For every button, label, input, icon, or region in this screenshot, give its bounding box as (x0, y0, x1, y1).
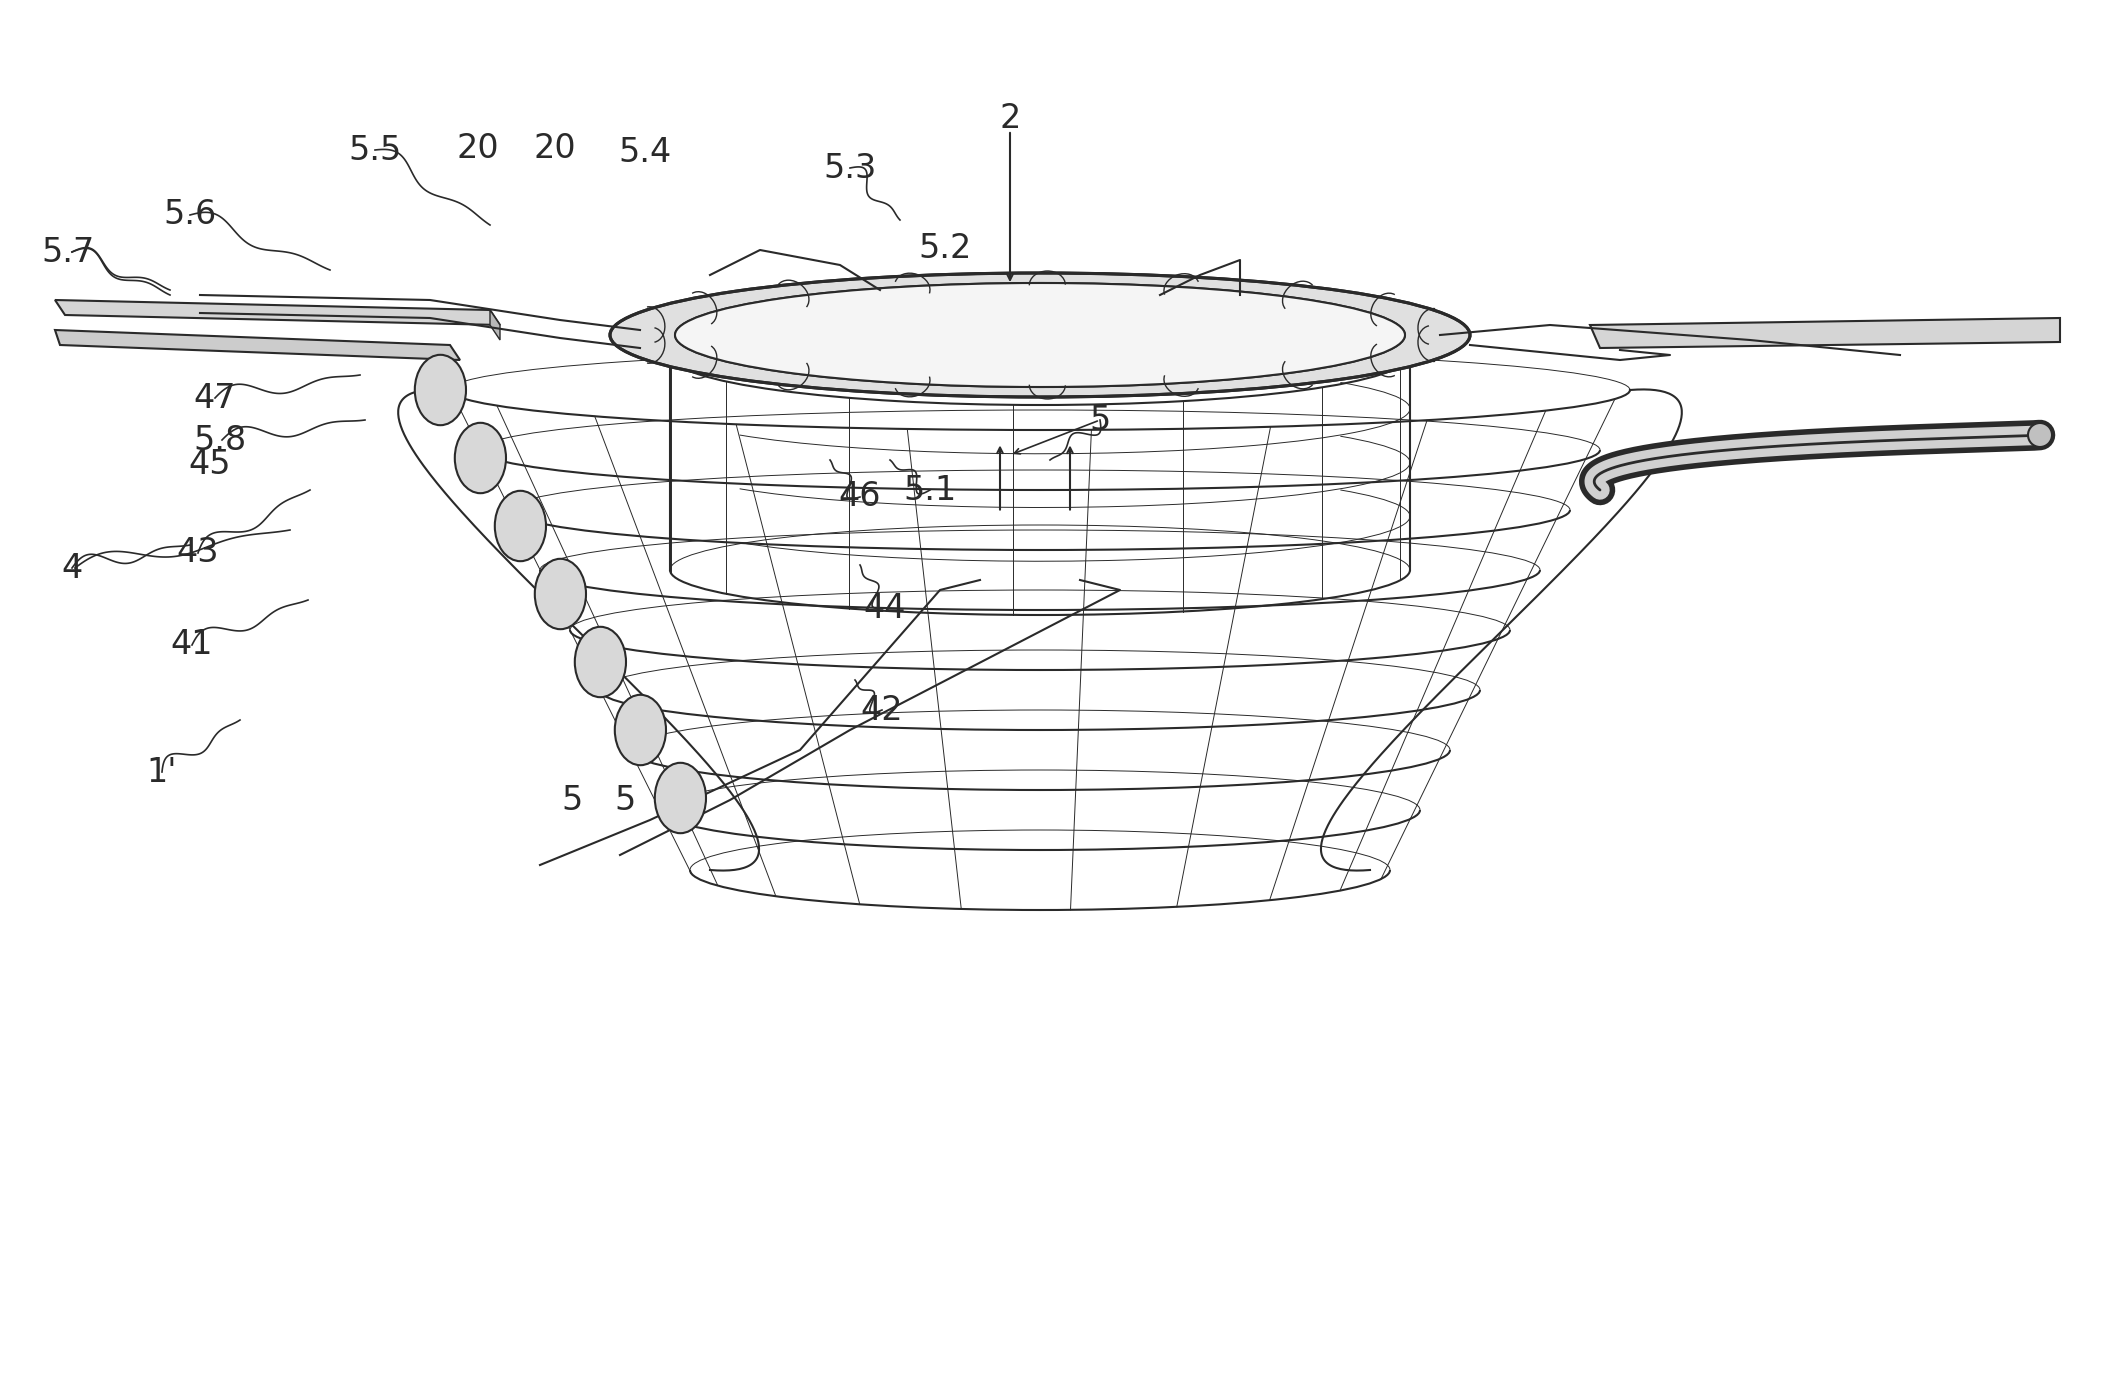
Text: 20: 20 (456, 132, 498, 165)
Text: 44: 44 (864, 592, 906, 625)
Ellipse shape (414, 355, 467, 426)
Text: 45: 45 (189, 449, 231, 481)
Ellipse shape (454, 423, 507, 493)
Text: 5.8: 5.8 (193, 424, 246, 456)
Text: 42: 42 (860, 693, 904, 726)
Text: 2: 2 (999, 101, 1020, 134)
Ellipse shape (2027, 423, 2053, 448)
Text: 5.3: 5.3 (824, 151, 877, 184)
Ellipse shape (574, 626, 627, 697)
Text: 5.2: 5.2 (919, 231, 972, 265)
Text: 41: 41 (170, 628, 212, 661)
Text: 5.1: 5.1 (904, 474, 957, 506)
Polygon shape (490, 310, 501, 340)
Text: 5.5: 5.5 (349, 133, 402, 166)
Polygon shape (55, 330, 461, 360)
Ellipse shape (494, 491, 547, 561)
Polygon shape (1590, 317, 2061, 348)
Text: 5.7: 5.7 (42, 236, 95, 269)
Ellipse shape (614, 694, 667, 765)
Text: 20: 20 (534, 132, 576, 165)
Text: 1': 1' (147, 755, 177, 789)
Ellipse shape (610, 273, 1470, 396)
Text: 46: 46 (839, 481, 881, 513)
Text: 5: 5 (614, 783, 635, 816)
Text: 5: 5 (562, 783, 583, 816)
Text: 5.6: 5.6 (164, 198, 217, 231)
Ellipse shape (654, 762, 707, 833)
Text: 4: 4 (61, 552, 82, 585)
Text: 5: 5 (1089, 403, 1110, 437)
Ellipse shape (675, 283, 1405, 387)
Polygon shape (55, 299, 501, 324)
Ellipse shape (534, 559, 587, 629)
Text: 47: 47 (193, 381, 236, 414)
Text: 5.4: 5.4 (618, 136, 671, 169)
Text: 43: 43 (177, 536, 219, 570)
